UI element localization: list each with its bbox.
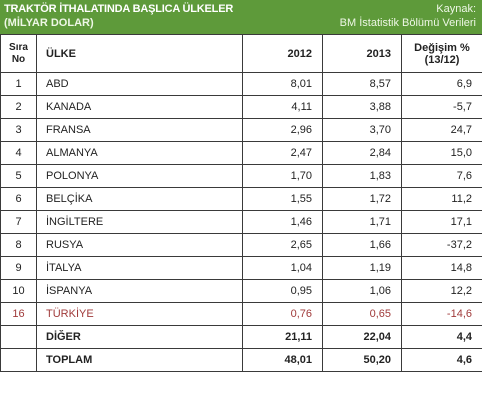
value-2013-cell: 1,83	[322, 164, 402, 188]
value-2013-cell: 1,71	[322, 210, 402, 234]
value-2013-cell: 50,20	[322, 348, 402, 372]
value-2012-cell: 48,01	[242, 348, 323, 372]
country-cell: BELÇİKA	[36, 187, 243, 211]
table-row: 16 TÜRKİYE 0,76 0,65 -14,6	[0, 302, 482, 326]
country-cell: POLONYA	[36, 164, 243, 188]
source-label: Kaynak:	[436, 3, 476, 15]
value-2013-cell: 2,84	[322, 141, 402, 165]
country-cell: RUSYA	[36, 233, 243, 257]
country-cell: ABD	[36, 72, 243, 96]
rank-cell: 10	[0, 279, 37, 303]
rank-cell: 2	[0, 95, 37, 119]
value-2013-cell: 1,19	[322, 256, 402, 280]
col-header-change: Değişim % (13/12)	[401, 34, 482, 73]
value-2012-cell: 2,96	[242, 118, 323, 142]
col-header-2013: 2013	[322, 34, 402, 73]
country-cell: İSPANYA	[36, 279, 243, 303]
value-2012-cell: 1,70	[242, 164, 323, 188]
change-cell: 4,4	[401, 325, 482, 349]
rank-cell: 9	[0, 256, 37, 280]
country-cell: TOPLAM	[36, 348, 243, 372]
country-cell: FRANSA	[36, 118, 243, 142]
rank-cell: 4	[0, 141, 37, 165]
change-cell: 15,0	[401, 141, 482, 165]
table-row: 1 ABD 8,01 8,57 6,9	[0, 72, 482, 96]
table-row: 3 FRANSA 2,96 3,70 24,7	[0, 118, 482, 142]
value-2013-cell: 0,65	[322, 302, 402, 326]
value-2013-cell: 8,57	[322, 72, 402, 96]
value-2012-cell: 4,11	[242, 95, 323, 119]
value-2013-cell: 1,72	[322, 187, 402, 211]
rank-cell: 16	[0, 302, 37, 326]
table-row: 7 İNGİLTERE 1,46 1,71 17,1	[0, 210, 482, 234]
change-cell: 4,6	[401, 348, 482, 372]
value-2012-cell: 1,46	[242, 210, 323, 234]
change-cell: -14,6	[401, 302, 482, 326]
value-2013-cell: 1,06	[322, 279, 402, 303]
import-table: Sıra No ÜLKE 2012 2013 Değişim % (13/12)…	[0, 34, 482, 372]
table-row: 9 İTALYA 1,04 1,19 14,8	[0, 256, 482, 280]
value-2013-cell: 22,04	[322, 325, 402, 349]
rank-cell	[0, 348, 37, 372]
value-2012-cell: 1,55	[242, 187, 323, 211]
table-row: 4 ALMANYA 2,47 2,84 15,0	[0, 141, 482, 165]
table-row: 2 KANADA 4,11 3,88 -5,7	[0, 95, 482, 119]
table-header-banner: TRAKTÖR İTHALATINDA BAŞLICA ÜLKELER (MİL…	[0, 0, 482, 34]
col-header-rank: Sıra No	[0, 34, 37, 73]
value-2012-cell: 1,04	[242, 256, 323, 280]
col-header-2012: 2012	[242, 34, 323, 73]
table-row: 8 RUSYA 2,65 1,66 -37,2	[0, 233, 482, 257]
country-cell: İNGİLTERE	[36, 210, 243, 234]
table-title: TRAKTÖR İTHALATINDA BAŞLICA ÜLKELER	[4, 3, 234, 15]
table-row: 5 POLONYA 1,70 1,83 7,6	[0, 164, 482, 188]
value-2012-cell: 0,76	[242, 302, 323, 326]
rank-cell: 5	[0, 164, 37, 188]
column-header-row: Sıra No ÜLKE 2012 2013 Değişim % (13/12)	[0, 34, 482, 73]
change-cell: 6,9	[401, 72, 482, 96]
value-2013-cell: 3,70	[322, 118, 402, 142]
value-2012-cell: 2,65	[242, 233, 323, 257]
country-cell: ALMANYA	[36, 141, 243, 165]
value-2012-cell: 2,47	[242, 141, 323, 165]
value-2012-cell: 8,01	[242, 72, 323, 96]
rank-cell: 6	[0, 187, 37, 211]
value-2013-cell: 3,88	[322, 95, 402, 119]
change-cell: -37,2	[401, 233, 482, 257]
table-subtitle: (MİLYAR DOLAR)	[4, 17, 94, 29]
rank-cell: 7	[0, 210, 37, 234]
change-cell: 24,7	[401, 118, 482, 142]
rank-cell: 8	[0, 233, 37, 257]
change-cell: 17,1	[401, 210, 482, 234]
change-cell: 11,2	[401, 187, 482, 211]
value-2013-cell: 1,66	[322, 233, 402, 257]
rank-cell	[0, 325, 37, 349]
change-cell: 7,6	[401, 164, 482, 188]
value-2012-cell: 0,95	[242, 279, 323, 303]
table-row: 6 BELÇİKA 1,55 1,72 11,2	[0, 187, 482, 211]
country-cell: TÜRKİYE	[36, 302, 243, 326]
country-cell: İTALYA	[36, 256, 243, 280]
rank-cell: 3	[0, 118, 37, 142]
country-cell: DİĞER	[36, 325, 243, 349]
source-name: BM İstatistik Bölümü Verileri	[339, 17, 476, 29]
change-cell: 12,2	[401, 279, 482, 303]
change-cell: -5,7	[401, 95, 482, 119]
country-cell: KANADA	[36, 95, 243, 119]
col-header-country: ÜLKE	[36, 34, 243, 73]
rank-cell: 1	[0, 72, 37, 96]
table-row: 10 İSPANYA 0,95 1,06 12,2	[0, 279, 482, 303]
other-row: DİĞER 21,11 22,04 4,4	[0, 325, 482, 349]
total-row: TOPLAM 48,01 50,20 4,6	[0, 348, 482, 372]
value-2012-cell: 21,11	[242, 325, 323, 349]
change-cell: 14,8	[401, 256, 482, 280]
